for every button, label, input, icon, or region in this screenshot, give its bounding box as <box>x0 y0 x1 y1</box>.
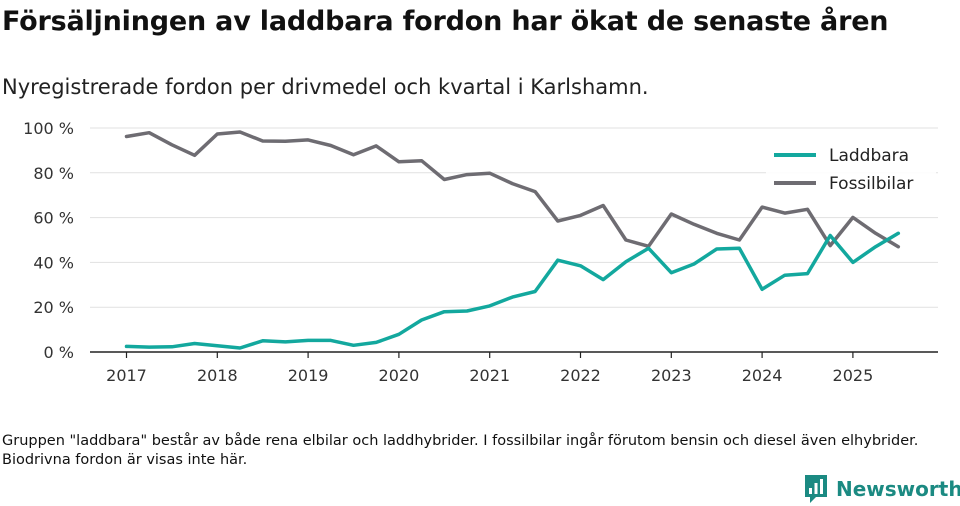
legend-label: Laddbara <box>829 146 909 166</box>
x-tick-label: 2018 <box>197 366 238 385</box>
series-lines <box>124 130 901 350</box>
x-tick-label: 2022 <box>560 366 601 385</box>
newsworthy-logo-icon <box>805 475 827 503</box>
legend: Laddbara Fossilbilar <box>766 141 936 199</box>
page-title: Försäljningen av laddbara fordon har öka… <box>2 6 889 37</box>
x-tick-label: 2017 <box>106 366 147 385</box>
footnote: Gruppen "laddbara" består av både rena e… <box>2 433 919 468</box>
series-line-laddbara <box>124 231 901 350</box>
legend-item-fossilbilar: Fossilbilar <box>774 174 913 194</box>
x-tick-label: 2021 <box>469 366 510 385</box>
page-subtitle: Nyregistrerade fordon per drivmedel och … <box>2 75 649 99</box>
x-tick-label: 2020 <box>379 366 420 385</box>
y-axis: 0 % 20 % 40 % 60 % 80 % 100 % <box>23 119 74 362</box>
x-tick-label: 2025 <box>833 366 874 385</box>
brand-name: Newsworthy <box>836 477 960 501</box>
y-tick-label: 80 % <box>33 164 74 183</box>
y-tick-label: 40 % <box>33 253 74 272</box>
y-tick-label: 60 % <box>33 209 74 228</box>
x-tick-label: 2019 <box>288 366 329 385</box>
x-axis: 2017 2018 2019 2020 2021 2022 2023 2024 2025 <box>90 351 938 385</box>
x-tick-label: 2023 <box>651 366 692 385</box>
y-tick-label: 20 % <box>33 298 74 317</box>
legend-label: Fossilbilar <box>829 174 913 194</box>
x-tick-label: 2024 <box>742 366 783 385</box>
y-tick-label: 0 % <box>44 343 74 362</box>
legend-background <box>766 141 936 199</box>
legend-item-laddbara: Laddbara <box>774 146 909 166</box>
series-line-fossilbilar <box>124 130 901 249</box>
brand[interactable]: Newsworthy <box>804 472 960 506</box>
y-tick-label: 100 % <box>23 119 74 138</box>
